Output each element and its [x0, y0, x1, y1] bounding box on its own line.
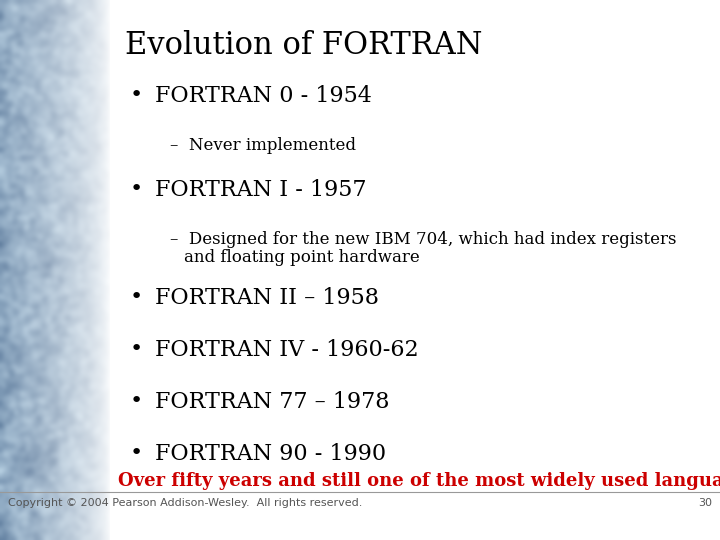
Text: –  Never implemented: – Never implemented [170, 137, 356, 154]
Text: •: • [130, 339, 143, 359]
Text: Over fifty years and still one of the most widely used languages: Over fifty years and still one of the mo… [118, 472, 720, 490]
Text: •: • [130, 179, 143, 199]
Text: Copyright © 2004 Pearson Addison-Wesley.  All rights reserved.: Copyright © 2004 Pearson Addison-Wesley.… [8, 498, 362, 508]
Text: FORTRAN IV - 1960-62: FORTRAN IV - 1960-62 [155, 339, 418, 361]
Text: •: • [130, 85, 143, 105]
Text: Evolution of FORTRAN: Evolution of FORTRAN [125, 30, 482, 61]
Text: •: • [130, 443, 143, 463]
Text: •: • [130, 391, 143, 411]
Text: •: • [130, 287, 143, 307]
Text: and floating point hardware: and floating point hardware [184, 249, 420, 266]
Text: FORTRAN 90 - 1990: FORTRAN 90 - 1990 [155, 443, 386, 465]
Text: 30: 30 [698, 498, 712, 508]
Text: FORTRAN 77 – 1978: FORTRAN 77 – 1978 [155, 391, 390, 413]
Text: FORTRAN I - 1957: FORTRAN I - 1957 [155, 179, 366, 201]
Text: –  Designed for the new IBM 704, which had index registers: – Designed for the new IBM 704, which ha… [170, 231, 677, 248]
Text: FORTRAN 0 - 1954: FORTRAN 0 - 1954 [155, 85, 372, 107]
Text: FORTRAN II – 1958: FORTRAN II – 1958 [155, 287, 379, 309]
